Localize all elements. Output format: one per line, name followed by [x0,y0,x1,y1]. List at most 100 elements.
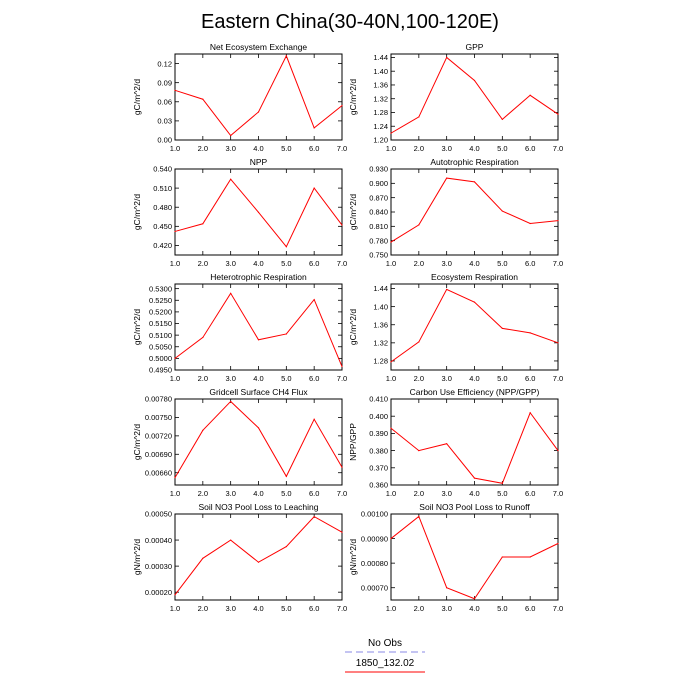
x-tick-label: 5.0 [281,604,291,613]
series-line [390,177,559,243]
data-point [529,556,531,558]
data-point [473,301,476,303]
data-point [418,224,420,226]
panel-frame [390,513,559,601]
data-point [418,116,420,118]
data-point [285,246,287,248]
main-title: Eastern China(30-40N,100-120E) [201,11,499,33]
x-tick-label: 5.0 [497,604,507,613]
data-point [418,450,420,452]
y-tick-label: 0.00780 [145,395,172,404]
x-tick-label: 6.0 [309,489,319,498]
x-tick-label: 5.0 [497,259,507,268]
panels: Net Ecosystem Exchange gC/m^2/d 1.0 2.0 3.0 4… [132,42,563,613]
y-tick-label: 0.750 [369,251,388,260]
y-tick-label: 0.390 [369,429,388,438]
x-tick-label: 1.0 [386,489,396,498]
data-point [341,365,343,368]
x-tick-label: 2.0 [198,374,208,383]
x-tick-label: 6.0 [525,604,535,613]
data-point [473,477,476,479]
y-tick-label: 0.870 [369,193,388,202]
y-tick-label: 1.28 [373,108,388,117]
y-tick-label: 0.00030 [145,562,172,571]
y-tick-label: 0.510 [153,184,172,193]
data-point [473,79,476,82]
data-point [501,210,503,212]
panel-7: Carbon Use Efficiency (NPP/GPP) NPP/GPP 1.… [348,387,563,498]
x-tick-label: 1.0 [386,259,396,268]
data-point [501,556,503,558]
y-tick-label: 0.5200 [149,308,172,317]
series-line [174,400,343,478]
x-tick-label: 5.0 [497,489,507,498]
data-point [202,429,204,431]
panel-title: NPP [250,157,268,167]
y-tick-label: 0.00 [157,136,172,145]
x-tick-label: 4.0 [469,489,479,498]
panel-ylabel: NPP/GPP [348,423,358,461]
data-point [446,56,448,59]
x-tick-label: 1.0 [170,144,180,153]
x-tick-label: 4.0 [253,374,263,383]
x-tick-label: 7.0 [337,489,347,498]
y-tick-label: 0.380 [369,446,388,455]
panel-9: Soil NO3 Pool Loss to Runoff gN/m^2/d 1.0 2… [348,502,563,613]
y-tick-label: 0.09 [157,78,172,87]
panel-title: Ecosystem Respiration [431,272,518,282]
x-tick-label: 2.0 [198,489,208,498]
y-tick-label: 0.930 [369,165,388,174]
data-point [257,339,260,341]
data-point [257,427,260,429]
panel-ylabel: gC/m^2/d [348,79,358,115]
data-point [529,412,531,414]
data-point [230,292,232,294]
y-tick-label: 0.00690 [145,450,172,459]
y-tick-label: 0.5250 [149,296,172,305]
x-tick-label: 2.0 [414,604,424,613]
data-point [341,466,343,468]
data-point [501,327,503,329]
y-tick-label: 0.5050 [149,342,172,351]
data-point [501,482,503,484]
y-tick-label: 0.5100 [149,331,172,340]
x-tick-label: 1.0 [386,374,396,383]
panel-frame [174,283,343,371]
x-tick-label: 2.0 [198,144,208,153]
legend-label-no-obs: No Obs [368,638,402,649]
x-tick-label: 5.0 [497,144,507,153]
panel-8: Soil NO3 Pool Loss to Leaching gN/m^2/d 1.… [132,502,347,613]
x-tick-label: 2.0 [414,374,424,383]
x-tick-label: 5.0 [281,489,291,498]
y-tick-label: 0.00090 [361,534,388,543]
x-tick-label: 4.0 [469,259,479,268]
y-tick-label: 1.24 [373,122,388,131]
x-tick-label: 2.0 [414,489,424,498]
x-tick-label: 2.0 [414,259,424,268]
panel-title: Heterotrophic Respiration [210,272,307,282]
y-tick-label: 0.480 [153,203,172,212]
x-tick-label: 3.0 [225,604,235,613]
y-tick-label: 1.44 [373,284,388,293]
panel-3: Autotrophic Respiration gC/m^2/d 1.0 2.0 3.0… [348,157,563,268]
series-line [174,515,343,596]
y-tick-label: 0.5000 [149,354,172,363]
x-tick-label: 4.0 [469,144,479,153]
x-tick-label: 1.0 [170,489,180,498]
data-point [529,222,531,225]
data-point [257,111,260,113]
x-tick-label: 4.0 [253,144,263,153]
y-tick-label: 0.00050 [145,510,172,519]
data-point [446,587,448,589]
panel-2: NPP gC/m^2/d 1.0 2.0 3.0 4.0 5.0 6.0 7.0 0.420 0.4… [132,157,347,268]
x-tick-label: 3.0 [441,374,451,383]
y-tick-label: 0.06 [157,97,172,106]
data-point [390,537,392,540]
x-tick-label: 5.0 [497,374,507,383]
x-tick-label: 2.0 [198,259,208,268]
x-tick-label: 7.0 [553,604,563,613]
data-point [230,178,232,180]
x-tick-label: 6.0 [309,374,319,383]
y-tick-label: 0.420 [153,241,172,250]
y-tick-label: 0.4950 [149,366,172,375]
